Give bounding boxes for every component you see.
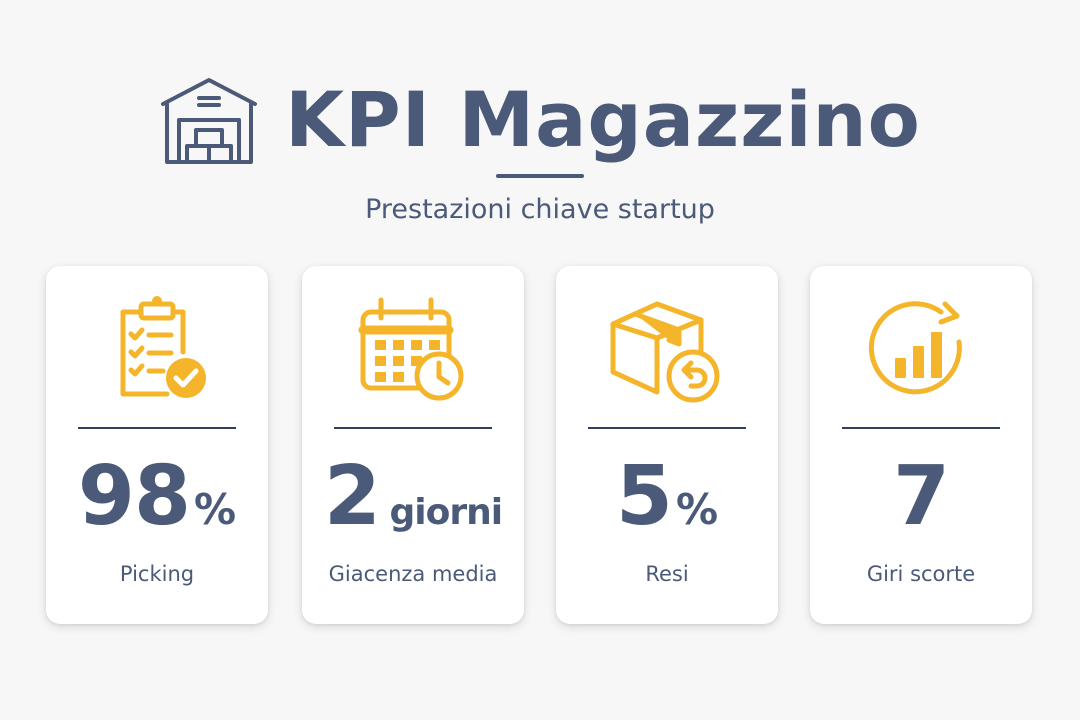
- page-title: KPI Magazzino: [285, 75, 921, 164]
- kpi-card-resi: 5% Resi: [556, 266, 778, 624]
- card-divider: [334, 427, 492, 429]
- kpi-unit: %: [675, 485, 719, 534]
- kpi-label: Giri scorte: [866, 562, 976, 586]
- kpi-label: Giacenza media: [328, 562, 498, 586]
- rising-bars-cycle-icon: [861, 290, 981, 410]
- card-divider: [842, 427, 1000, 429]
- kpi-value: 7: [810, 452, 1032, 542]
- header: KPI Magazzino: [0, 60, 1080, 180]
- clipboard-check-icon: [97, 290, 217, 410]
- kpi-unit: giorni: [389, 492, 504, 533]
- kpi-number: 2: [323, 449, 381, 544]
- kpi-number: 7: [892, 449, 950, 544]
- page-subtitle: Prestazioni chiave startup: [365, 194, 715, 225]
- kpi-number: 98: [77, 449, 191, 544]
- kpi-card-picking: 98% Picking: [46, 266, 268, 624]
- kpi-label: Picking: [119, 562, 195, 586]
- kpi-number: 5: [615, 449, 673, 544]
- kpi-card-giacenza-media: 2 giorni Giacenza media: [302, 266, 524, 624]
- kpi-value: 2 giorni: [302, 452, 524, 542]
- card-divider: [78, 427, 236, 429]
- kpi-card-giri-scorte: 7 Giri scorte: [810, 266, 1032, 624]
- title-underline: [496, 174, 584, 178]
- kpi-value: 98%: [46, 452, 268, 542]
- kpi-value: 5%: [556, 452, 778, 542]
- kpi-unit: %: [194, 485, 237, 534]
- box-return-icon: [607, 290, 727, 410]
- kpi-label: Resi: [645, 562, 689, 586]
- card-divider: [588, 427, 746, 429]
- warehouse-icon: [159, 74, 259, 166]
- calendar-clock-icon: [353, 290, 473, 410]
